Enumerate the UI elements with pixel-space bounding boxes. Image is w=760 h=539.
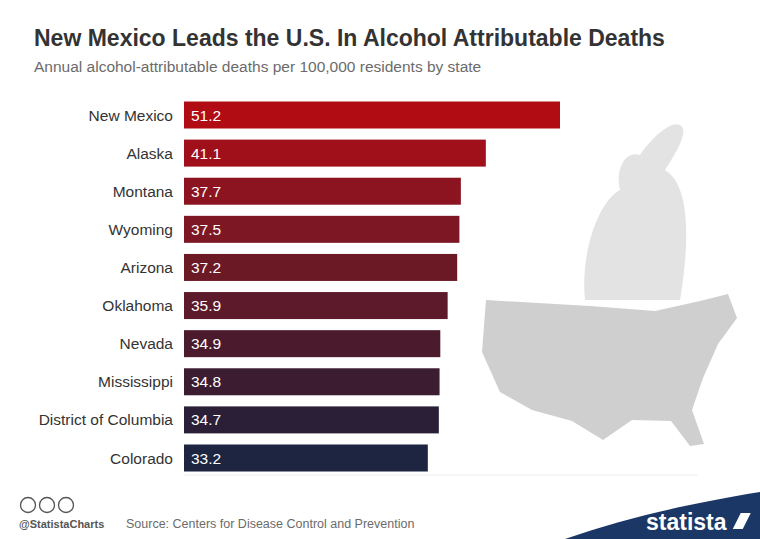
- figure-decoration: [584, 124, 686, 300]
- chart: New Mexico Leads the U.S. In Alcohol Att…: [0, 0, 760, 539]
- subtitle: Annual alcohol-attributable deaths per 1…: [34, 58, 481, 75]
- category-label: Montana: [113, 183, 174, 200]
- labels: New Mexico 51.2 Alaska 41.1 Montana 37.7 Wyomi…: [39, 107, 222, 467]
- data-label: 37.2: [191, 259, 221, 276]
- bar: [184, 292, 448, 319]
- logo-icon: [733, 513, 751, 529]
- category-label: Colorado: [110, 450, 173, 467]
- credit: @StatistaCharts: [19, 518, 104, 530]
- category-label: Nevada: [120, 335, 174, 352]
- category-label: Arizona: [120, 259, 173, 276]
- map-decoration: [482, 294, 737, 446]
- category-label: Alaska: [126, 145, 173, 162]
- bar: [184, 178, 461, 205]
- data-label: 34.7: [191, 411, 221, 428]
- license-icon: [59, 498, 74, 513]
- bar: [184, 216, 459, 243]
- source: Source: Centers for Disease Control and …: [126, 517, 414, 531]
- bar: [184, 445, 428, 472]
- data-label: 34.8: [191, 373, 221, 390]
- data-label: 37.7: [191, 183, 221, 200]
- logo-swoosh: [565, 492, 760, 539]
- category-label: Wyoming: [109, 221, 173, 238]
- bar: [184, 368, 440, 395]
- bars: [184, 102, 560, 472]
- data-label: 41.1: [191, 145, 221, 162]
- logo-text: statista: [646, 509, 727, 535]
- bar: [184, 330, 440, 357]
- data-label: 35.9: [191, 297, 221, 314]
- data-label: 34.9: [191, 335, 221, 352]
- category-label: Oklahoma: [102, 297, 173, 314]
- category-label: District of Columbia: [39, 411, 174, 428]
- bar: [184, 254, 457, 281]
- data-label: 37.5: [191, 221, 221, 238]
- title: New Mexico Leads the U.S. In Alcohol Att…: [34, 25, 665, 51]
- background: [0, 0, 760, 539]
- license-icon: [40, 498, 55, 513]
- bar: [184, 140, 486, 167]
- data-label: 33.2: [191, 450, 221, 467]
- license-icon: [21, 498, 36, 513]
- category-label: New Mexico: [89, 107, 173, 124]
- bar: [184, 406, 439, 433]
- data-label: 51.2: [191, 107, 221, 124]
- category-label: Mississippi: [98, 373, 173, 390]
- value-axis: [184, 475, 698, 476]
- bar: [184, 102, 560, 129]
